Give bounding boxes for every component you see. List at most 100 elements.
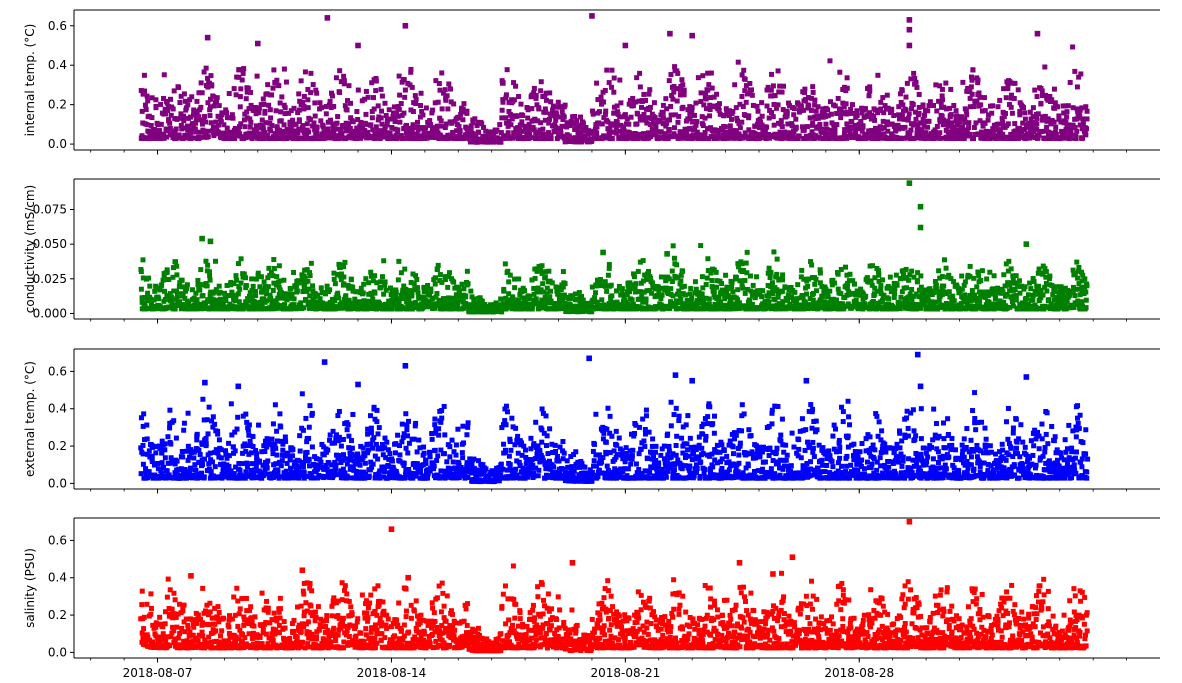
data-point xyxy=(563,305,569,311)
data-point xyxy=(468,138,474,144)
data-point xyxy=(442,87,448,93)
data-point xyxy=(432,281,438,287)
data-point xyxy=(346,83,352,89)
data-point xyxy=(1020,120,1026,126)
data-point xyxy=(858,286,864,292)
data-point xyxy=(688,286,694,292)
data-point xyxy=(272,306,278,312)
data-point xyxy=(935,135,941,141)
data-point xyxy=(898,276,904,282)
data-point xyxy=(507,135,513,141)
data-point xyxy=(220,302,226,308)
data-point xyxy=(433,294,439,300)
data-point xyxy=(662,131,668,137)
data-point xyxy=(712,127,718,133)
data-point xyxy=(244,89,250,95)
data-point xyxy=(910,302,916,308)
data-point xyxy=(258,274,264,280)
data-point xyxy=(542,274,548,280)
data-point xyxy=(719,287,725,293)
data-point xyxy=(174,116,180,122)
data-point xyxy=(594,283,600,289)
data-point xyxy=(790,133,796,139)
data-point xyxy=(500,97,506,103)
data-point xyxy=(1040,114,1046,120)
data-point xyxy=(844,85,850,91)
data-point xyxy=(269,306,275,312)
data-point xyxy=(1008,92,1014,98)
data-point xyxy=(293,121,299,127)
data-point xyxy=(1079,105,1085,111)
data-point xyxy=(410,122,416,128)
data-point xyxy=(498,296,504,302)
data-point xyxy=(622,292,628,298)
data-point xyxy=(548,99,554,105)
data-point xyxy=(765,84,771,90)
data-point xyxy=(1062,130,1068,136)
data-point xyxy=(749,92,755,98)
data-point xyxy=(395,104,401,110)
data-point xyxy=(306,286,312,292)
data-point xyxy=(907,291,913,297)
data-point xyxy=(557,104,563,110)
data-point xyxy=(743,260,749,266)
data-point xyxy=(174,272,180,278)
data-point xyxy=(961,127,967,133)
data-point xyxy=(469,294,475,300)
data-point xyxy=(314,129,320,135)
data-point xyxy=(816,301,822,307)
data-point xyxy=(373,78,379,84)
data-point xyxy=(1074,106,1080,112)
data-point xyxy=(240,306,246,312)
data-point xyxy=(631,271,637,277)
data-point xyxy=(421,295,427,301)
data-point xyxy=(1030,120,1036,126)
data-point xyxy=(774,135,780,141)
data-point xyxy=(185,300,191,306)
data-point xyxy=(1010,132,1016,138)
data-point xyxy=(355,87,361,93)
data-point xyxy=(599,121,605,127)
data-point xyxy=(602,279,608,285)
data-point xyxy=(286,132,292,138)
data-point xyxy=(288,126,294,132)
data-point xyxy=(305,86,311,92)
data-point xyxy=(368,122,374,128)
data-point xyxy=(140,91,146,97)
data-point xyxy=(192,126,198,132)
data-point xyxy=(404,291,410,297)
data-point xyxy=(726,108,732,114)
data-point xyxy=(442,136,448,142)
data-point xyxy=(638,135,644,141)
data-point xyxy=(523,125,529,131)
data-point xyxy=(754,274,760,280)
data-point xyxy=(625,283,631,289)
data-point xyxy=(777,129,783,135)
data-point xyxy=(533,301,539,307)
data-point xyxy=(468,128,474,134)
data-point xyxy=(212,258,218,264)
data-point xyxy=(327,287,333,293)
data-point xyxy=(379,121,385,127)
data-point xyxy=(771,122,777,128)
data-point xyxy=(870,301,876,307)
data-point xyxy=(785,292,791,298)
data-point xyxy=(1063,103,1069,109)
data-point xyxy=(606,262,612,268)
data-point xyxy=(1053,131,1059,137)
data-point xyxy=(437,272,443,278)
data-point xyxy=(182,98,188,104)
data-point xyxy=(620,124,626,130)
data-point xyxy=(701,102,707,108)
data-point xyxy=(910,102,916,108)
data-point xyxy=(427,292,433,298)
data-point xyxy=(699,114,705,120)
data-point xyxy=(301,93,307,99)
data-point xyxy=(630,95,636,101)
data-point xyxy=(781,135,787,141)
data-point xyxy=(676,300,682,306)
data-point xyxy=(914,131,920,137)
data-point xyxy=(673,86,679,92)
data-point xyxy=(881,294,887,300)
data-point xyxy=(939,113,945,119)
